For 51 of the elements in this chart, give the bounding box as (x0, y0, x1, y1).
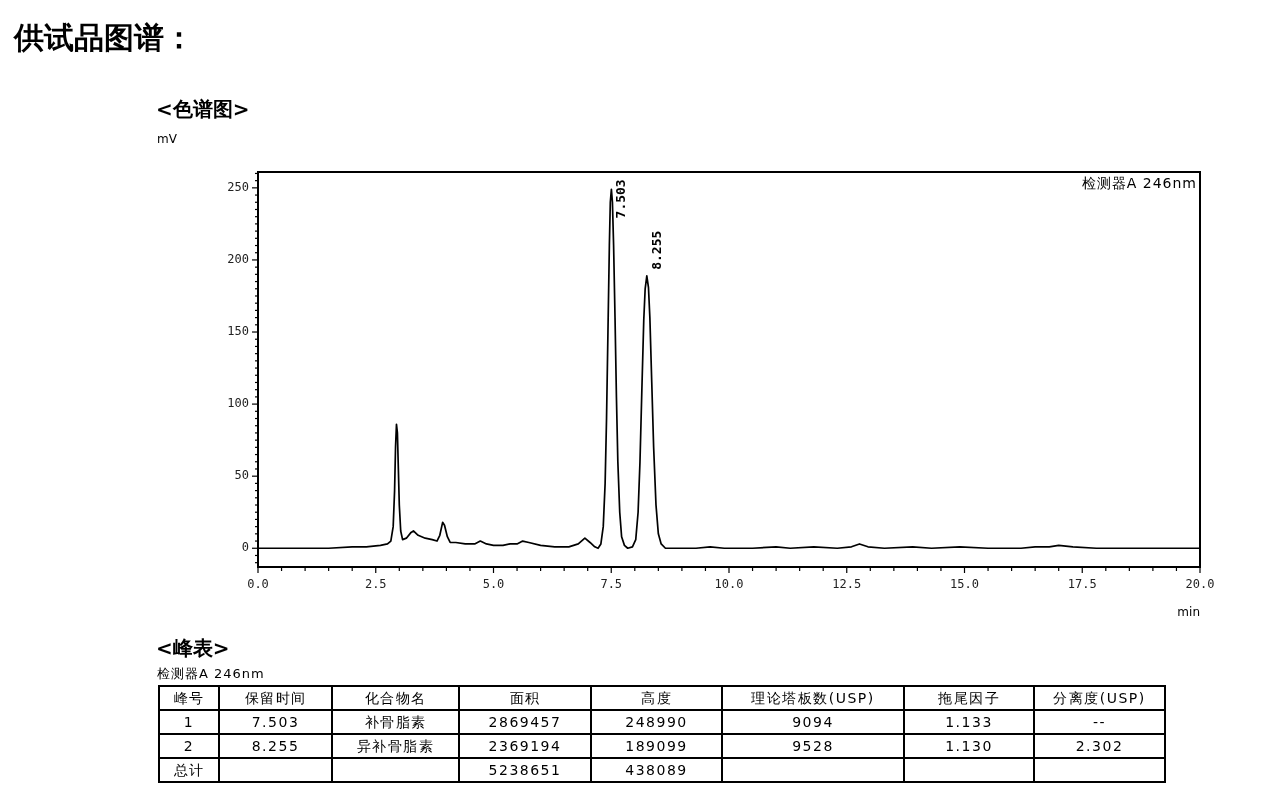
text: 5238651 (459, 758, 591, 782)
y-tick-label: 200 (227, 252, 249, 267)
text: 9094 (722, 710, 904, 734)
x-tick-label: 17.5 (1067, 577, 1097, 592)
text: 7.503 (219, 710, 332, 734)
y-tick-label: 50 (234, 468, 249, 483)
x-tick-label: 7.5 (600, 577, 623, 592)
text: 1.133 (904, 710, 1034, 734)
text: 理论塔板数(USP) (722, 686, 904, 710)
y-tick-label: 0 (241, 540, 249, 555)
annotation: 检测器A 246nm (1081, 174, 1197, 191)
text: 高度 (591, 686, 722, 710)
text: 2.302 (1034, 734, 1165, 758)
text: 保留时间 (219, 686, 332, 710)
text: 总计 (159, 758, 219, 782)
text: 1 (159, 710, 219, 734)
y-tick-label: 150 (227, 324, 249, 339)
text: 异补骨脂素 (332, 734, 459, 758)
text: 分离度(USP) (1034, 686, 1165, 710)
text: 2869457 (459, 710, 591, 734)
y-axis-title: mV (157, 132, 178, 147)
x-tick-label: 10.0 (714, 577, 744, 592)
text: 9528 (722, 734, 904, 758)
text: 检测器A 246nm (157, 666, 265, 682)
y-tick-label: 250 (227, 179, 249, 194)
x-tick-label: 5.0 (482, 577, 505, 592)
text: 189099 (591, 734, 722, 758)
text: 248990 (591, 710, 722, 734)
x-tick-label: 12.5 (832, 577, 862, 592)
text: -- (1034, 710, 1165, 734)
text: 拖尾因子 (904, 686, 1034, 710)
text: 面积 (459, 686, 591, 710)
text: 1.130 (904, 734, 1034, 758)
text: <峰表> (156, 636, 230, 660)
x-tick-label: 20.0 (1185, 577, 1215, 592)
x-axis-title: min (1177, 605, 1200, 620)
x-tick-label: 15.0 (950, 577, 979, 592)
text: 438089 (591, 758, 722, 782)
text: 峰号 (159, 686, 219, 710)
annotation: 7.503 (613, 179, 629, 219)
text: 8.255 (219, 734, 332, 758)
x-tick-label: 0.0 (247, 577, 269, 592)
chart-subtitle: <色谱图> (156, 97, 250, 121)
y-tick-label: 100 (227, 396, 249, 411)
text: 2369194 (459, 734, 591, 758)
text: 2 (159, 734, 219, 758)
text: 化合物名 (332, 686, 459, 710)
chart-title: 供试品图谱： (14, 20, 194, 56)
text: 补骨脂素 (332, 710, 459, 734)
x-tick-label: 2.5 (364, 577, 387, 592)
annotation: 8.255 (648, 230, 664, 270)
